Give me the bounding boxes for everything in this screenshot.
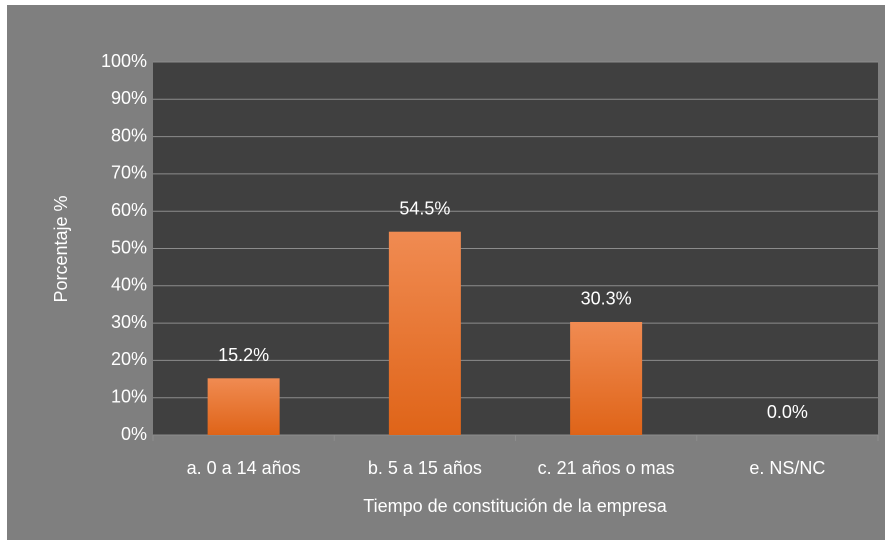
bar (388, 231, 461, 435)
bar (570, 321, 643, 435)
y-tick-label: 10% (111, 386, 147, 406)
y-tick-label: 0% (121, 424, 147, 444)
x-tick-label: c. 21 años o mas (537, 458, 675, 478)
y-tick-label: 40% (111, 275, 147, 295)
y-tick-label: 90% (111, 88, 147, 108)
x-axis-title: Tiempo de constitución de la empresa (363, 496, 667, 516)
y-tick-label: 100% (101, 51, 147, 71)
bar (207, 378, 280, 435)
x-tick-label: e. NS/NC (749, 458, 826, 478)
data-label: 15.2% (218, 345, 269, 365)
data-label: 0.0% (767, 402, 808, 422)
y-tick-label: 30% (111, 312, 147, 332)
x-tick-label: a. 0 a 14 años (186, 458, 301, 478)
y-tick-label: 80% (111, 125, 147, 145)
y-axis-title: Porcentaje % (51, 195, 71, 302)
data-label: 54.5% (399, 198, 450, 218)
y-tick-label: 60% (111, 200, 147, 220)
data-label: 30.3% (581, 289, 632, 309)
y-tick-label: 20% (111, 349, 147, 369)
y-tick-label: 50% (111, 237, 147, 257)
x-tick-label: b. 5 a 15 años (367, 458, 482, 478)
y-tick-label: 70% (111, 163, 147, 183)
